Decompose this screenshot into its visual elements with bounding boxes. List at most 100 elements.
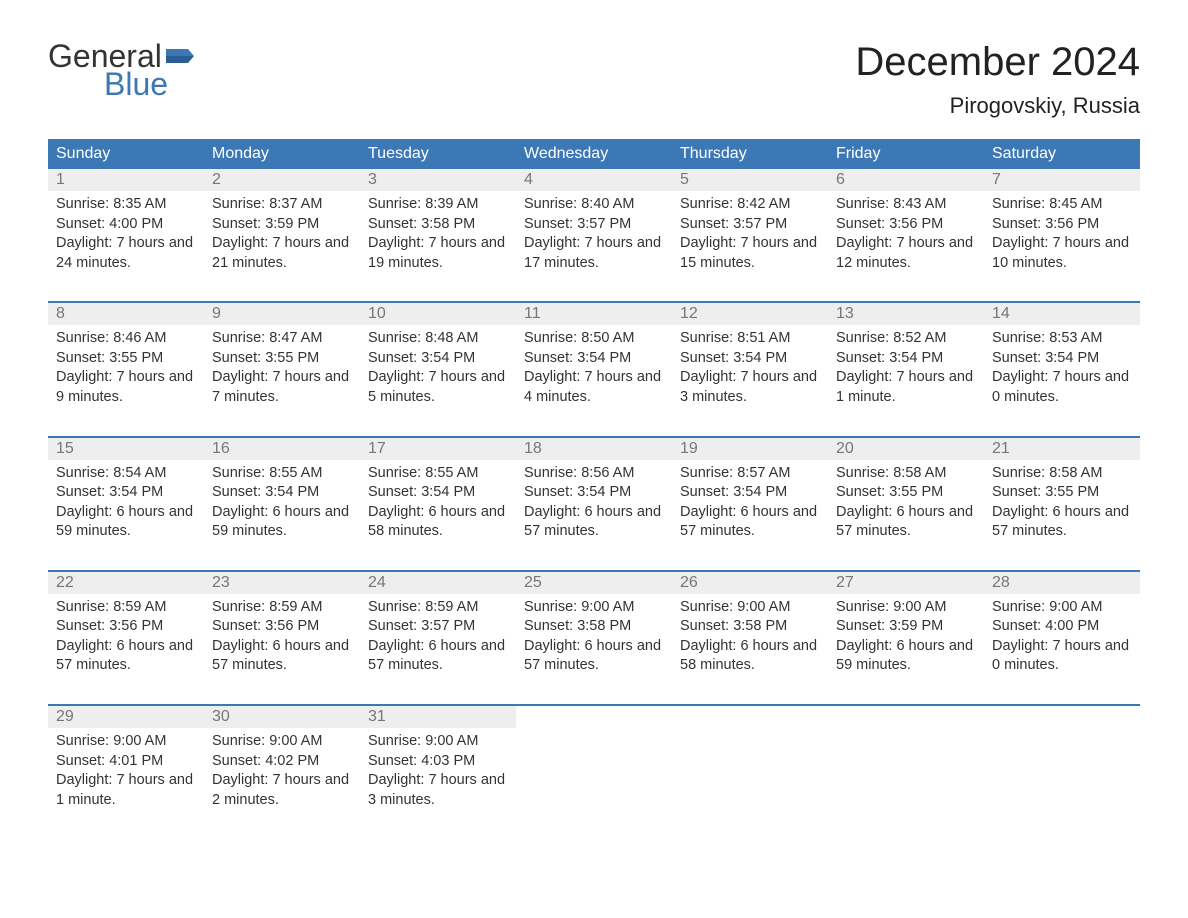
- daylight-line: Daylight: 7 hours and 1 minute.: [56, 771, 196, 810]
- day-number: 8: [56, 305, 65, 322]
- day-number: 24: [368, 574, 386, 591]
- calendar-day-cell: 20 Sunrise: 8:58 AMSunset: 3:55 PMDayligh…: [828, 438, 984, 558]
- sunset-line: Sunset: 3:57 PM: [524, 215, 664, 235]
- sunset-line: Sunset: 3:56 PM: [836, 215, 976, 235]
- sunset-line: Sunset: 3:57 PM: [680, 215, 820, 235]
- calendar-day-cell: 22Sunrise: 8:59 AMSunset: 3:56 PMDayligh…: [48, 572, 204, 692]
- weekday-header-cell: Sunday: [48, 139, 204, 169]
- sunrise-line: Sunrise: 8:58 AM: [836, 464, 976, 484]
- day-number: 22: [56, 574, 74, 591]
- day-content: Sunrise: 8:55 AMSunset: 3:54 PMDaylight:…: [368, 460, 508, 542]
- calendar-day-cell: 6Sunrise: 8:43 AMSunset: 3:56 PMDaylight…: [828, 169, 984, 289]
- sunrise-line: Sunrise: 8:40 AM: [524, 195, 664, 215]
- daylight-line: Daylight: 7 hours and 9 minutes.: [56, 368, 196, 407]
- day-content: Sunrise: 8:42 AMSunset: 3:57 PMDaylight:…: [680, 191, 820, 273]
- day-number: 25: [524, 574, 542, 591]
- calendar-day-cell: 12Sunrise: 8:51 AMSunset: 3:54 PMDayligh…: [672, 303, 828, 423]
- day-content: Sunrise: 8:59 AMSunset: 3:57 PMDaylight:…: [368, 594, 508, 676]
- day-number: 20: [836, 440, 854, 457]
- calendar-day-cell: 26Sunrise: 9:00 AMSunset: 3:58 PMDayligh…: [672, 572, 828, 692]
- calendar-week: 22Sunrise: 8:59 AMSunset: 3:56 PMDayligh…: [48, 570, 1140, 692]
- calendar-empty-cell: [828, 706, 984, 826]
- sunrise-line: Sunrise: 8:35 AM: [56, 195, 196, 215]
- day-number: 11: [524, 305, 541, 322]
- sunset-line: Sunset: 3:54 PM: [680, 483, 820, 503]
- calendar-day-cell: 19Sunrise: 8:57 AMSunset: 3:54 PMDayligh…: [672, 438, 828, 558]
- weekday-header-cell: Wednesday: [516, 139, 672, 169]
- day-number: 1: [56, 171, 65, 188]
- day-content: Sunrise: 9:00 AMSunset: 4:01 PMDaylight:…: [56, 728, 196, 810]
- brand-logo: General Blue: [48, 40, 194, 100]
- sunrise-line: Sunrise: 8:59 AM: [56, 598, 196, 618]
- day-number: 27: [836, 574, 854, 591]
- weekday-header-cell: Tuesday: [360, 139, 516, 169]
- sunset-line: Sunset: 3:57 PM: [368, 617, 508, 637]
- day-number: 4: [524, 171, 533, 188]
- sunset-line: Sunset: 3:54 PM: [56, 483, 196, 503]
- sunset-line: Sunset: 3:59 PM: [212, 215, 352, 235]
- day-content: Sunrise: 9:00 AMSunset: 4:03 PMDaylight:…: [368, 728, 508, 810]
- calendar-day-cell: 8Sunrise: 8:46 AMSunset: 3:55 PMDaylight…: [48, 303, 204, 423]
- daylight-line: Daylight: 7 hours and 21 minutes.: [212, 234, 352, 273]
- sunset-line: Sunset: 3:55 PM: [56, 349, 196, 369]
- day-content: Sunrise: 8:40 AMSunset: 3:57 PMDaylight:…: [524, 191, 664, 273]
- day-content: Sunrise: 8:59 AMSunset: 3:56 PMDaylight:…: [212, 594, 352, 676]
- daylight-line: Daylight: 6 hours and 59 minutes.: [212, 503, 352, 542]
- sunrise-line: Sunrise: 8:39 AM: [368, 195, 508, 215]
- calendar-day-cell: 11 Sunrise: 8:50 AMSunset: 3:54 PMDayligh…: [516, 303, 672, 423]
- daylight-line: Daylight: 6 hours and 57 minutes.: [992, 503, 1132, 542]
- sunrise-line: Sunrise: 8:59 AM: [368, 598, 508, 618]
- day-content: Sunrise: 8:50 AMSunset: 3:54 PMDaylight:…: [524, 325, 664, 407]
- sunset-line: Sunset: 3:54 PM: [680, 349, 820, 369]
- daylight-line: Daylight: 7 hours and 5 minutes.: [368, 368, 508, 407]
- page-header: General Blue December 2024 Pirogovskiy, …: [48, 40, 1140, 119]
- calendar-day-cell: 1Sunrise: 8:35 AMSunset: 4:00 PMDaylight…: [48, 169, 204, 289]
- day-content: Sunrise: 9:00 AMSunset: 3:58 PMDaylight:…: [680, 594, 820, 676]
- day-content: Sunrise: 9:00 AMSunset: 3:59 PMDaylight:…: [836, 594, 976, 676]
- daylight-line: Daylight: 6 hours and 57 minutes.: [524, 637, 664, 676]
- daylight-line: Daylight: 7 hours and 2 minutes.: [212, 771, 352, 810]
- day-content: Sunrise: 8:48 AMSunset: 3:54 PMDaylight:…: [368, 325, 508, 407]
- sunset-line: Sunset: 3:56 PM: [212, 617, 352, 637]
- sunrise-line: Sunrise: 8:56 AM: [524, 464, 664, 484]
- daylight-line: Daylight: 7 hours and 3 minutes.: [368, 771, 508, 810]
- daylight-line: Daylight: 6 hours and 57 minutes.: [836, 503, 976, 542]
- day-number: 17: [368, 440, 386, 457]
- weekday-header-cell: Thursday: [672, 139, 828, 169]
- calendar-day-cell: 13Sunrise: 8:52 AMSunset: 3:54 PMDayligh…: [828, 303, 984, 423]
- calendar-day-cell: 9Sunrise: 8:47 AMSunset: 3:55 PMDaylight…: [204, 303, 360, 423]
- calendar-day-cell: 4 Sunrise: 8:40 AMSunset: 3:57 PMDaylight…: [516, 169, 672, 289]
- calendar-week: 15Sunrise: 8:54 AMSunset: 3:54 PMDayligh…: [48, 436, 1140, 558]
- sunrise-line: Sunrise: 9:00 AM: [680, 598, 820, 618]
- sunset-line: Sunset: 3:55 PM: [212, 349, 352, 369]
- daylight-line: Daylight: 6 hours and 57 minutes.: [56, 637, 196, 676]
- daylight-line: Daylight: 6 hours and 59 minutes.: [836, 637, 976, 676]
- day-number: 5: [680, 171, 689, 188]
- sunset-line: Sunset: 3:58 PM: [680, 617, 820, 637]
- day-content: Sunrise: 8:53 AMSunset: 3:54 PMDaylight:…: [992, 325, 1132, 407]
- sunset-line: Sunset: 4:03 PM: [368, 752, 508, 772]
- daylight-line: Daylight: 6 hours and 57 minutes.: [680, 503, 820, 542]
- sunset-line: Sunset: 4:00 PM: [56, 215, 196, 235]
- day-number: 31: [368, 708, 386, 725]
- sunrise-line: Sunrise: 8:52 AM: [836, 329, 976, 349]
- sunrise-line: Sunrise: 8:45 AM: [992, 195, 1132, 215]
- weekday-header-cell: Saturday: [984, 139, 1140, 169]
- calendar-empty-cell: [516, 706, 672, 826]
- calendar-day-cell: 27 Sunrise: 9:00 AMSunset: 3:59 PMDayligh…: [828, 572, 984, 692]
- daylight-line: Daylight: 7 hours and 7 minutes.: [212, 368, 352, 407]
- daylight-line: Daylight: 7 hours and 19 minutes.: [368, 234, 508, 273]
- weekday-header-cell: Friday: [828, 139, 984, 169]
- calendar-day-cell: 29Sunrise: 9:00 AMSunset: 4:01 PMDayligh…: [48, 706, 204, 826]
- calendar-week: 8Sunrise: 8:46 AMSunset: 3:55 PMDaylight…: [48, 301, 1140, 423]
- sunrise-line: Sunrise: 8:58 AM: [992, 464, 1132, 484]
- day-number: 16: [212, 440, 230, 457]
- calendar-day-cell: 2Sunrise: 8:37 AMSunset: 3:59 PMDaylight…: [204, 169, 360, 289]
- sunset-line: Sunset: 3:55 PM: [836, 483, 976, 503]
- sunset-line: Sunset: 3:54 PM: [836, 349, 976, 369]
- day-number: 15: [56, 440, 74, 457]
- sunset-line: Sunset: 3:54 PM: [212, 483, 352, 503]
- sunrise-line: Sunrise: 9:00 AM: [368, 732, 508, 752]
- daylight-line: Daylight: 6 hours and 58 minutes.: [680, 637, 820, 676]
- day-content: Sunrise: 8:58 AMSunset: 3:55 PMDaylight:…: [836, 460, 976, 542]
